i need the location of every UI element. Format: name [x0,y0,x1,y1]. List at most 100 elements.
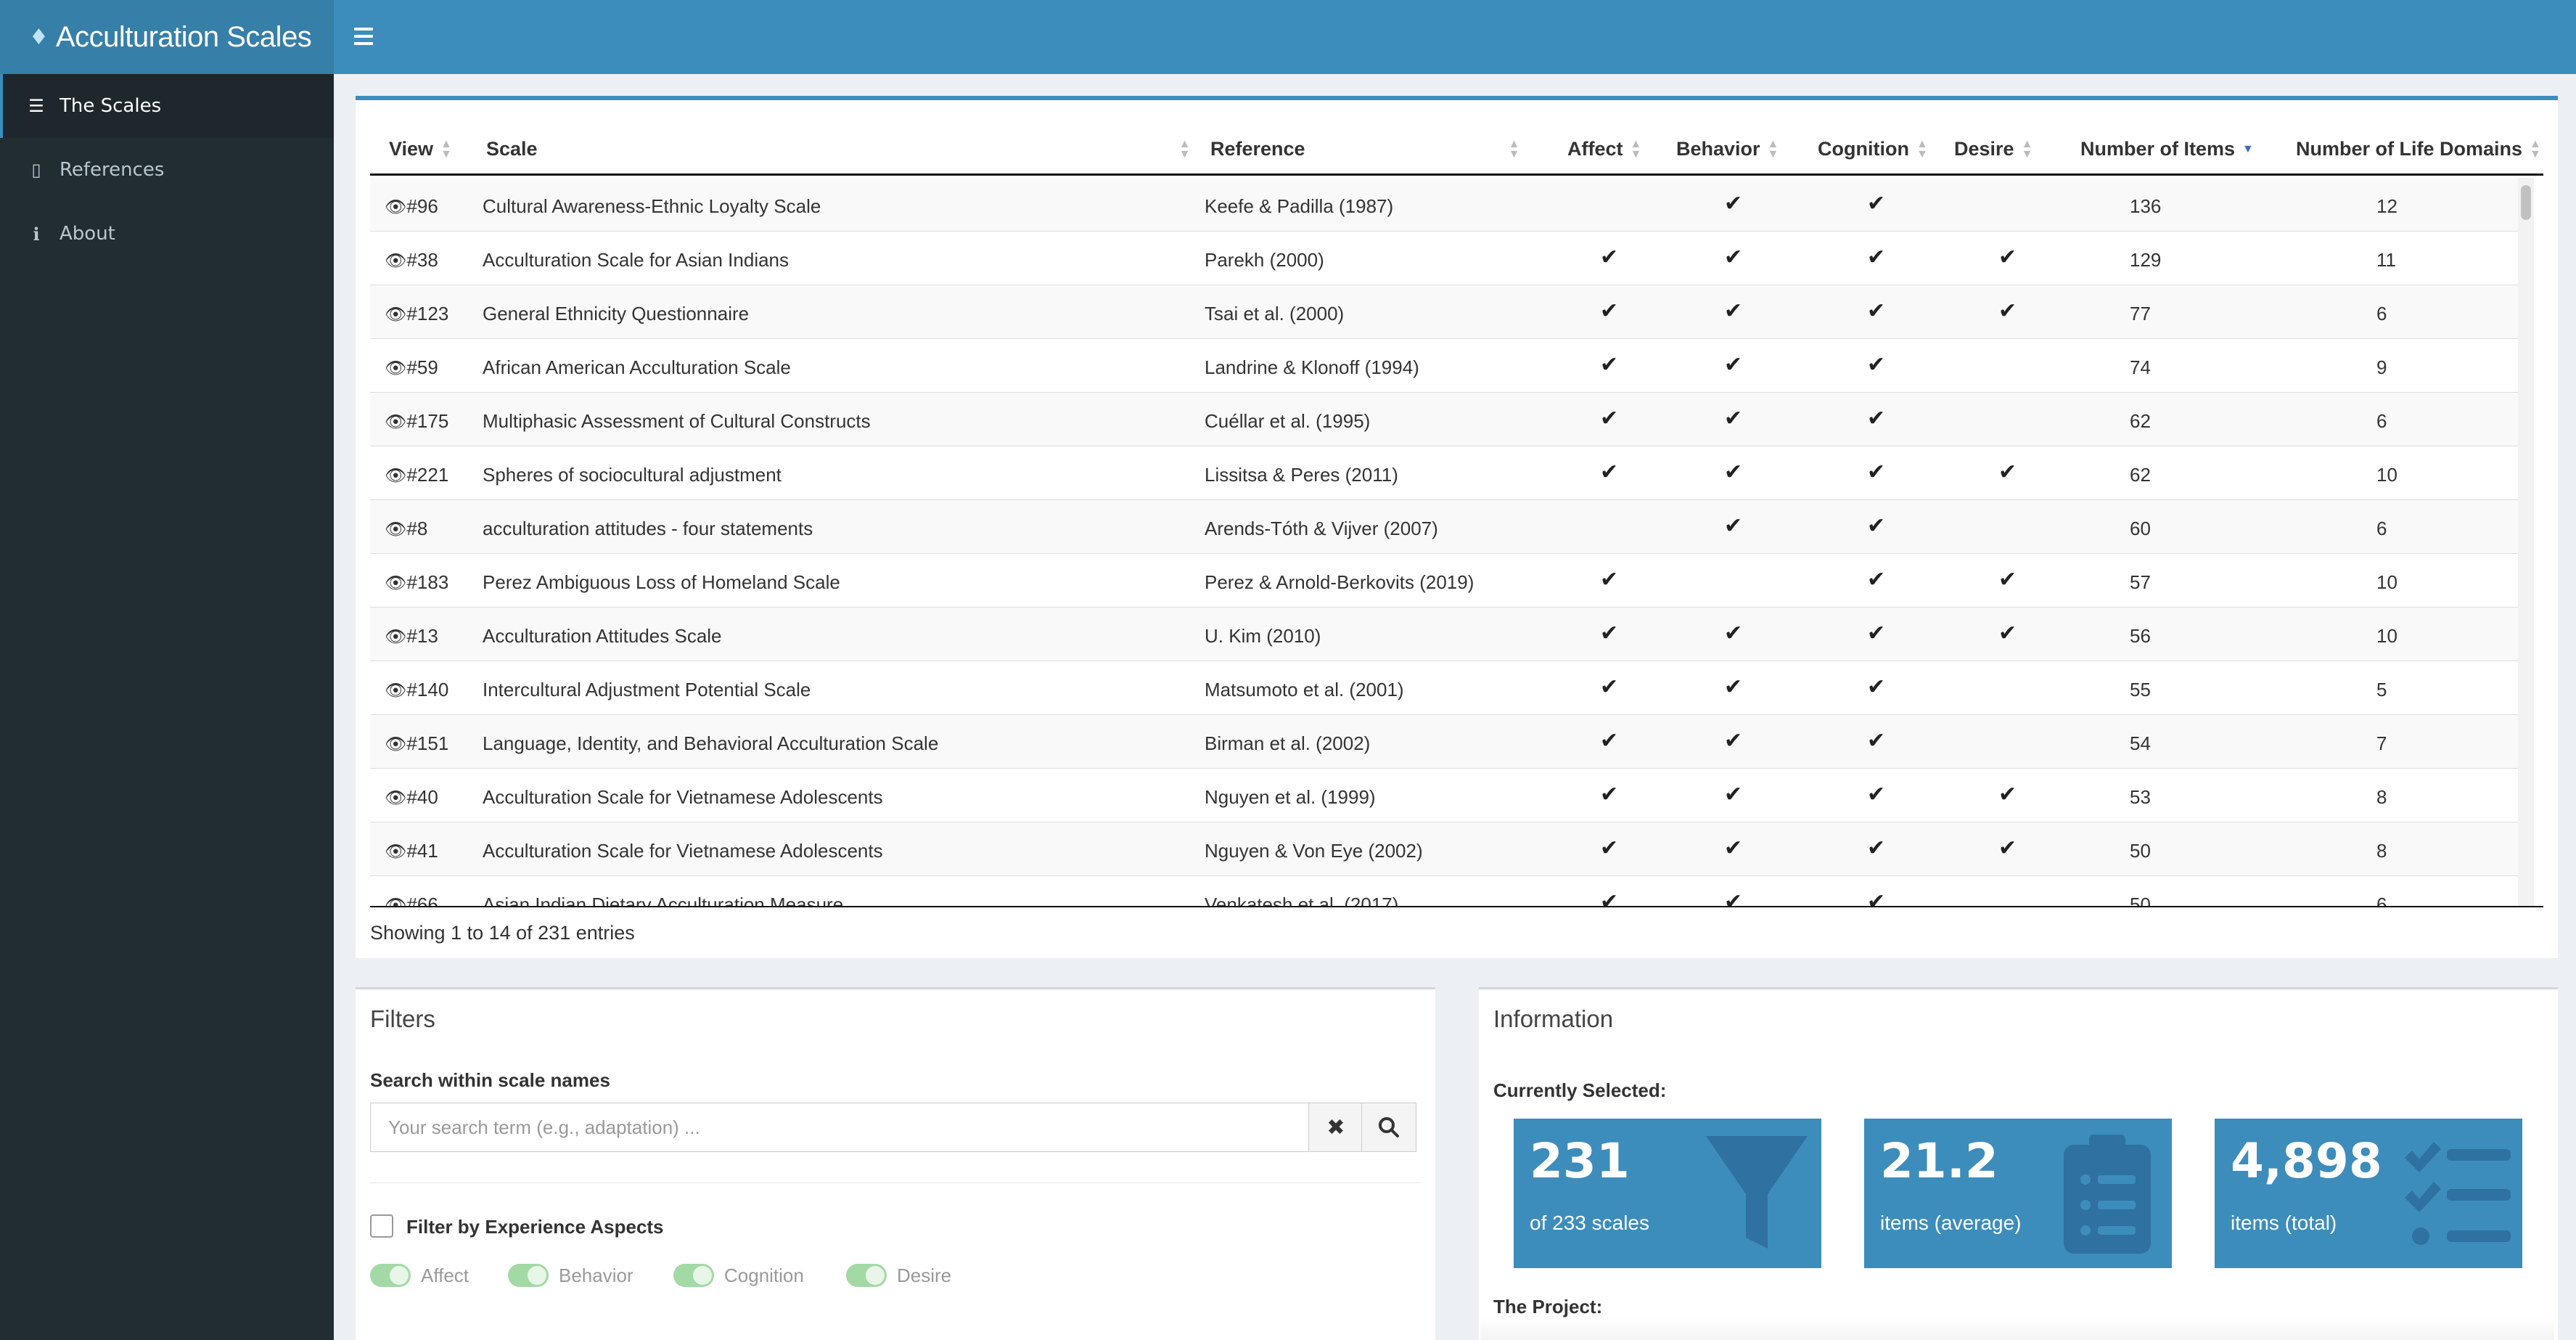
column-label: Cognition [1818,138,1909,160]
scale-name: Multiphasic Assessment of Cultural Const… [483,410,871,432]
table-row[interactable]: 👁︎#151 Language, Identity, and Behavioral… [370,715,2518,769]
column-header-view[interactable]: View ▲ ▼ [389,138,452,160]
view-link[interactable]: 👁︎#123 [385,303,448,325]
column-header-behavior[interactable]: Behavior ▲ ▼ [1676,138,1779,160]
cognition-check-icon: ✔ [1867,299,1886,323]
column-header-scale[interactable]: Scale ▲ ▼ [486,138,1190,160]
table-scrollbar[interactable] [2518,178,2534,906]
sidebar-item-label: The Scales [60,95,162,117]
clear-search-button[interactable]: ✖ [1308,1103,1363,1152]
table-row[interactable]: 👁︎#96 Cultural Awareness-Ethnic Loyalty S… [370,178,2518,232]
number-of-items-cell: 62 [2130,410,2151,432]
column-label: Affect [1567,138,1623,160]
eye-icon: 👁︎ [385,627,407,647]
column-header-cognition[interactable]: Cognition ▲ ▼ [1818,138,1928,160]
table-row[interactable]: 👁︎#123 General Ethnicity Questionnaire Tsa… [370,285,2518,339]
cognition-check-icon: ✔ [1867,621,1886,645]
sort-desc-icon: ▼ [2242,142,2254,155]
table-row[interactable]: 👁︎#59 African American Acculturation Scal… [370,339,2518,393]
table-row[interactable]: 👁︎#38 Acculturation Scale for Asian India… [370,232,2518,285]
eye-icon: 👁︎ [385,573,407,593]
menu-toggle-icon[interactable] [354,28,373,45]
cognition-check-icon: ✔ [1867,353,1886,377]
view-link[interactable]: 👁︎#38 [385,249,438,271]
view-link[interactable]: 👁︎#40 [385,786,438,809]
view-link[interactable]: 👁︎#96 [385,195,438,218]
column-header-affect[interactable]: Affect ▲ ▼ [1567,138,1641,160]
view-link[interactable]: 👁︎#140 [385,679,448,701]
checklist-icon [2405,1142,2511,1245]
scrollbar-thumb[interactable] [2521,185,2531,220]
experience-filter-checkbox[interactable] [370,1214,393,1238]
number-of-items-cell: 62 [2130,464,2151,486]
table-row[interactable]: 👁︎#66 Asian Indian Dietary Acculturation … [370,876,2518,907]
sidebar-item-the-scales[interactable]: ☰ The Scales [0,74,334,138]
sort-icon: ▲ ▼ [1767,137,1779,160]
table-row[interactable]: 👁︎#175 Multiphasic Assessment of Cultural… [370,393,2518,446]
number-of-items-cell: 136 [2130,195,2162,217]
view-link[interactable]: 👁︎#221 [385,464,448,486]
column-header-reference[interactable]: Reference ▲ ▼ [1210,138,1519,160]
view-link[interactable]: 👁︎#41 [385,840,438,862]
cognition-check-icon: ✔ [1867,675,1886,699]
top-navbar [334,0,2576,74]
stat-value: 231 [1530,1133,1630,1189]
search-button[interactable] [1361,1103,1416,1152]
toggle-cognition[interactable]: Cognition [673,1264,804,1287]
fade-overlay [1480,1318,2554,1340]
eye-icon: 👁︎ [385,681,407,700]
filters-title: Filters [370,1005,435,1032]
table-row[interactable]: 👁︎#40 Acculturation Scale for Vietnamese … [370,769,2518,822]
sort-icon: ▲ ▼ [1916,137,1928,160]
view-link[interactable]: 👁︎#59 [385,356,438,379]
number-of-domains-cell: 10 [2376,625,2397,647]
information-title: Information [1493,1005,1614,1032]
search-input[interactable]: Your search term (e.g., adaptation) ... [370,1103,1313,1152]
view-link[interactable]: 👁︎#8 [385,518,427,540]
view-link[interactable]: 👁︎#13 [385,625,438,647]
app-logo[interactable]: ♦ Acculturation Scales [0,0,334,74]
reference-cell: Cuéllar et al. (1995) [1205,410,1371,432]
information-box: Information Currently Selected: 231 of 2… [1479,987,2558,1340]
view-link[interactable]: 👁︎#66 [385,894,438,907]
table-row[interactable]: 👁︎#8 acculturation attitudes - four state… [370,500,2518,554]
toggle-behavior[interactable]: Behavior [508,1264,633,1287]
toggle-desire[interactable]: Desire [846,1264,951,1287]
toggle-label: Affect [421,1264,469,1286]
sidebar-item-references[interactable]: ▯ References [0,138,334,202]
filters-divider [370,1182,1421,1183]
affect-check-icon: ✔ [1600,729,1619,753]
toggle-affect[interactable]: Affect [370,1264,469,1287]
affect-check-icon: ✔ [1600,460,1619,484]
view-link[interactable]: 👁︎#175 [385,410,448,433]
column-header-desire[interactable]: Desire ▲ ▼ [1954,138,2033,160]
column-label: Desire [1954,138,2014,160]
scale-name: Acculturation Scale for Vietnamese Adole… [483,786,883,808]
column-label: Scale [486,138,538,160]
cognition-check-icon: ✔ [1867,192,1886,216]
table-row[interactable]: 👁︎#13 Acculturation Attitudes Scale U. Kim… [370,608,2518,661]
table-row[interactable]: 👁︎#41 Acculturation Scale for Vietnamese … [370,822,2518,876]
cognition-check-icon: ✔ [1867,245,1886,269]
close-icon: ✖ [1326,1114,1345,1140]
drop-icon: ♦ [29,24,49,50]
search-label: Search within scale names [370,1069,610,1091]
column-header-number-of-items[interactable]: Number of Items ▼ [2080,138,2254,160]
table-row[interactable]: 👁︎#221 Spheres of sociocultural adjustmen… [370,446,2518,500]
stat-value: 21.2 [1880,1133,1998,1189]
table-row[interactable]: 👁︎#140 Intercultural Adjustment Potential… [370,661,2518,715]
column-label: View [389,138,434,160]
info-icon: i [33,223,40,245]
sidebar-item-label: About [60,223,115,245]
affect-check-icon: ✔ [1600,299,1619,323]
sidebar-item-about[interactable]: i About [0,202,334,266]
column-header-number-of-life-domains[interactable]: Number of Life Domains ▲ ▼ [2296,138,2541,160]
reference-cell: Parekh (2000) [1205,249,1324,271]
view-link[interactable]: 👁︎#151 [385,732,448,755]
view-link[interactable]: 👁︎#183 [385,571,448,594]
table-header: View ▲ ▼ Scale ▲ ▼ Reference ▲ ▼ Affect ▲ ▼ Beha… [370,129,2543,176]
number-of-domains-cell: 6 [2376,410,2387,432]
table-row[interactable]: 👁︎#183 Perez Ambiguous Loss of Homeland S… [370,554,2518,608]
behavior-check-icon: ✔ [1724,460,1743,484]
stat-label: items (average) [1880,1212,2022,1234]
